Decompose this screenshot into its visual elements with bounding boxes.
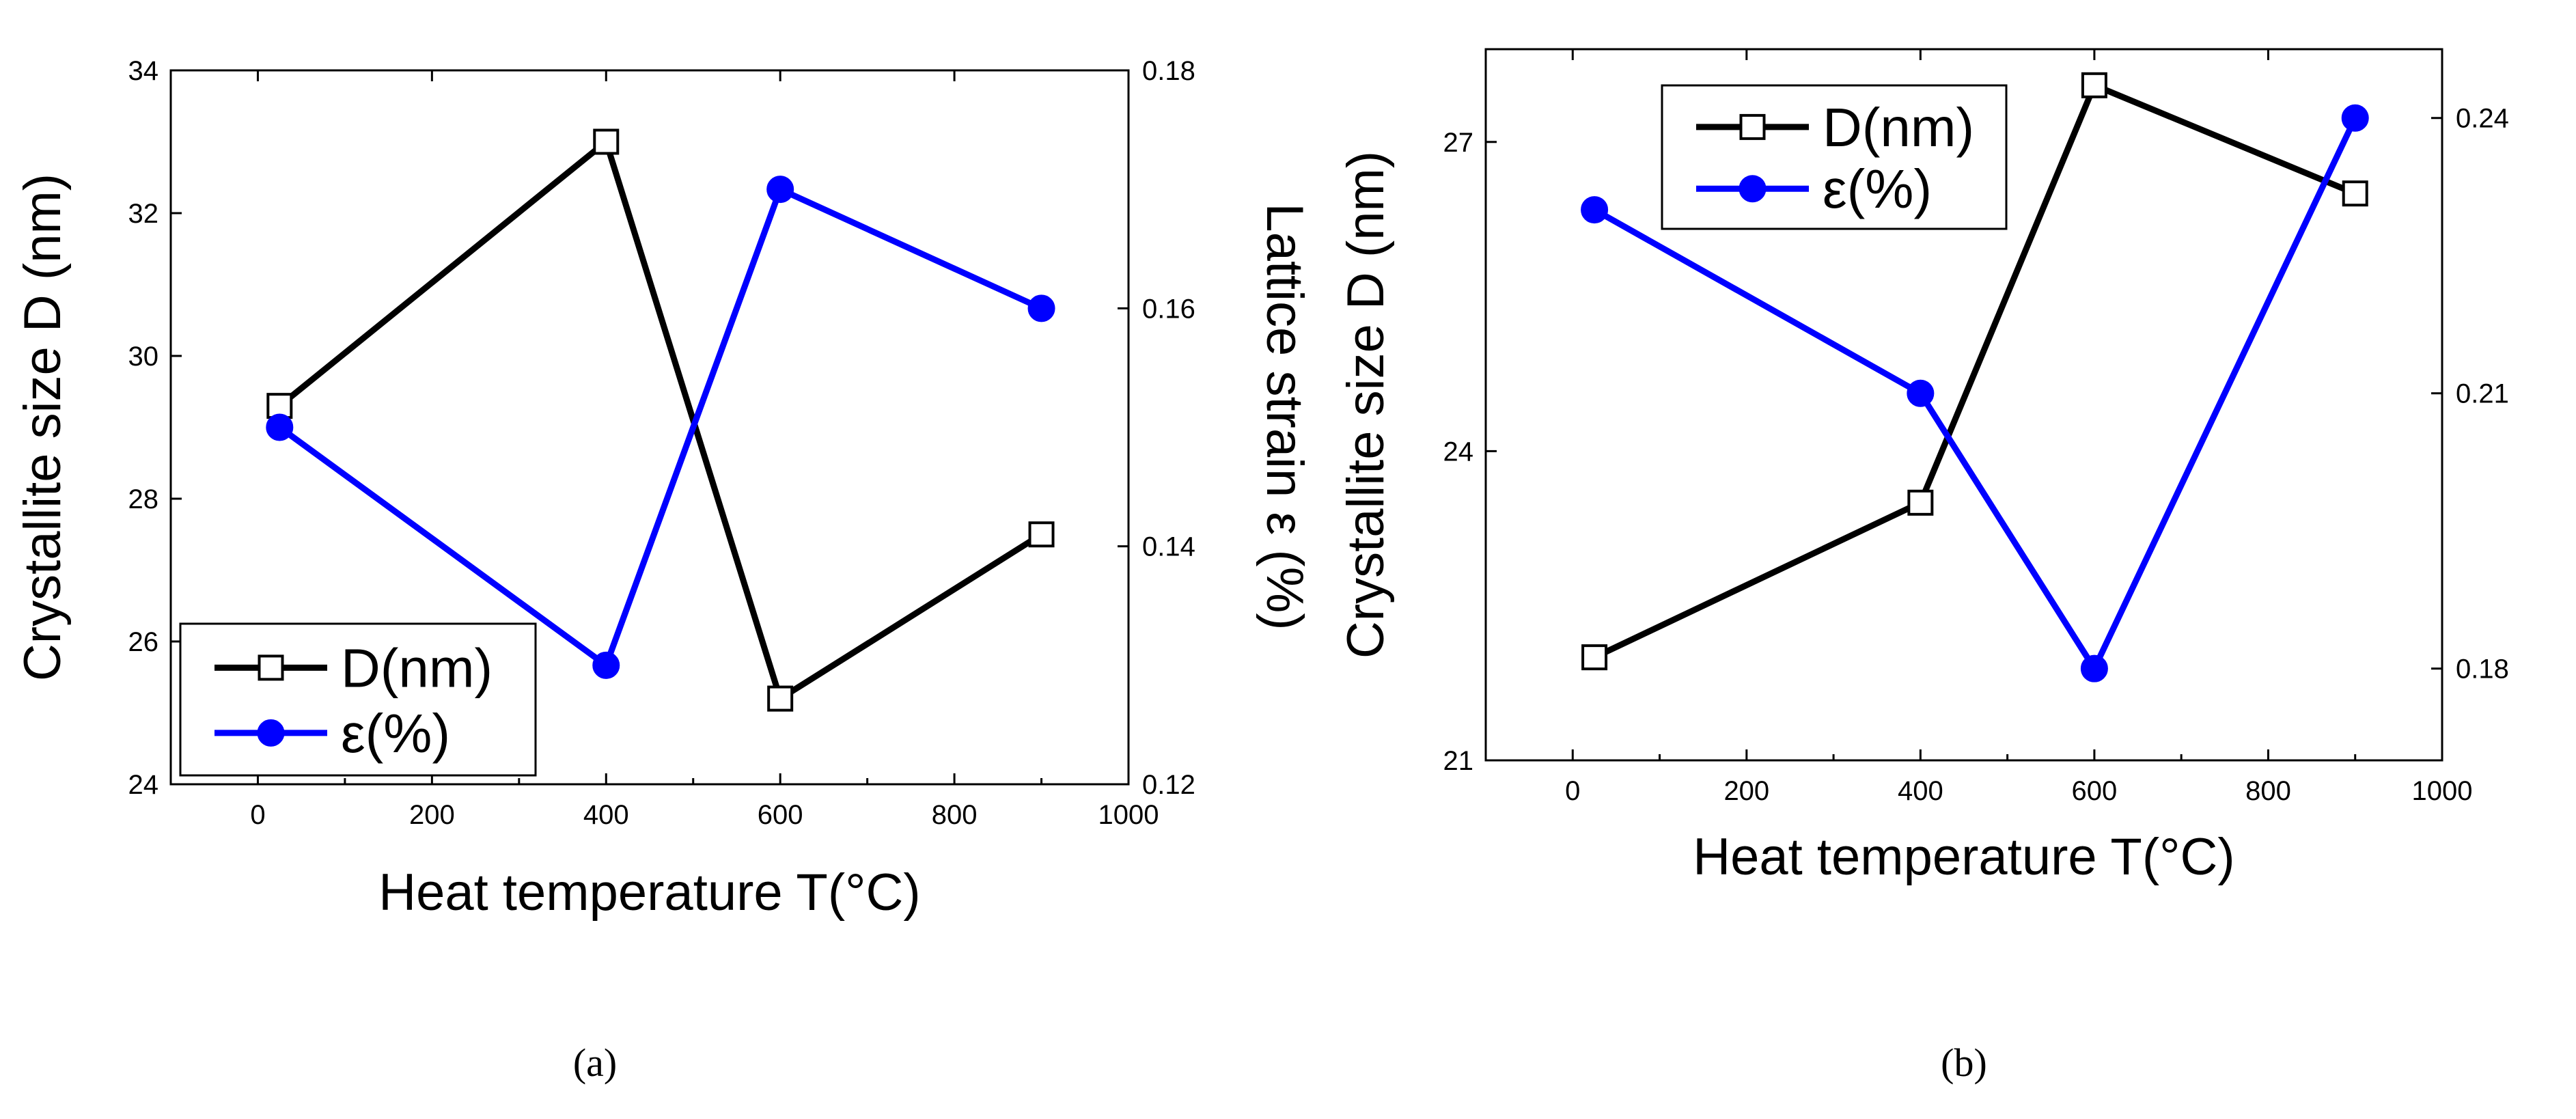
data-point-epsilon [2341, 104, 2369, 132]
legend-box [1661, 84, 2008, 230]
y-right-tick-label: 0.16 [1142, 294, 1195, 324]
x-tick-label: 200 [409, 800, 455, 830]
x-tick-label: 0 [250, 800, 265, 830]
legend-label: D(nm) [1823, 97, 1974, 158]
data-point-epsilon [266, 413, 294, 441]
x-tick-label: 0 [1565, 776, 1580, 806]
y-left-tick-label: 34 [128, 56, 159, 86]
x-tick-label: 600 [758, 800, 803, 830]
legend-marker-d [258, 654, 284, 681]
x-tick-label: 1000 [2412, 776, 2473, 806]
x-axis-title: Heat temperature T(°C) [378, 864, 920, 922]
series-line-d [1593, 81, 2357, 661]
legend-label: ε(%) [341, 703, 450, 764]
data-point-epsilon [2080, 654, 2108, 682]
legend-marker-d [1739, 113, 1766, 140]
y-left-tick-label: 24 [1443, 437, 1474, 467]
data-point-epsilon [766, 176, 794, 204]
y-right-axis-title: Lattice strain ε (%) [1256, 203, 1314, 630]
data-point-d [593, 128, 620, 155]
data-point-d [767, 685, 794, 712]
series-line-epsilon [277, 185, 1043, 670]
y-left-tick-label: 24 [128, 770, 159, 800]
y-left-tick-label: 32 [128, 199, 159, 229]
panel-label: (a) [573, 1040, 617, 1085]
data-point-d [1581, 644, 1608, 671]
x-axis-title: Heat temperature T(°C) [1693, 828, 2234, 886]
x-tick-label: 1000 [1098, 800, 1159, 830]
y-left-tick-label: 28 [128, 484, 159, 514]
legend-marker-epsilon [1739, 175, 1767, 203]
y-left-tick-label: 26 [128, 627, 159, 657]
x-tick-label: 800 [932, 800, 978, 830]
data-point-epsilon [1581, 196, 1609, 224]
x-tick-label: 400 [1898, 776, 1943, 806]
data-point-epsilon [1027, 294, 1055, 322]
data-point-epsilon [592, 651, 620, 679]
plot-frame [169, 69, 1130, 786]
panel-label: (b) [1941, 1040, 1987, 1085]
y-right-tick-label: 0.12 [1142, 770, 1195, 800]
series-line-d [277, 136, 1043, 704]
y-right-tick-label: 0.21 [2456, 379, 2509, 409]
data-point-d [1028, 521, 1055, 548]
legend-marker-epsilon [257, 719, 285, 747]
y-left-axis-title: Crystallite size D (nm) [14, 174, 72, 681]
y-right-tick-label: 0.18 [1142, 56, 1195, 86]
x-tick-label: 600 [2072, 776, 2118, 806]
y-right-tick-label: 0.14 [1142, 532, 1195, 562]
y-left-tick-label: 27 [1443, 128, 1474, 158]
chart-a: 0 200 400 600 800 1000 24 26 28 30 32 34 0.12 0.14 0.1… [14, 56, 1314, 1085]
chart-b: 0 200 400 600 800 1000 21 24 27 0.18 0.21 0.24 Heat … [1337, 48, 2509, 1085]
x-tick-label: 200 [1723, 776, 1769, 806]
data-point-d [2342, 180, 2368, 207]
legend-box [179, 622, 537, 777]
data-point-d [2081, 72, 2107, 98]
legend-label: D(nm) [341, 637, 493, 698]
series-line-epsilon [1592, 116, 2358, 675]
y-left-tick-label: 21 [1443, 746, 1474, 776]
y-right-tick-label: 0.24 [2456, 104, 2509, 134]
data-point-epsilon [1907, 379, 1935, 407]
y-left-tick-label: 30 [128, 342, 159, 372]
y-left-axis-title: Crystallite size D (nm) [1337, 151, 1395, 659]
data-point-d [1907, 489, 1934, 516]
x-tick-label: 400 [583, 800, 629, 830]
legend-label: ε(%) [1823, 158, 1932, 219]
x-tick-label: 800 [2245, 776, 2291, 806]
plot-frame [1484, 48, 2443, 762]
y-right-tick-label: 0.18 [2456, 654, 2509, 685]
